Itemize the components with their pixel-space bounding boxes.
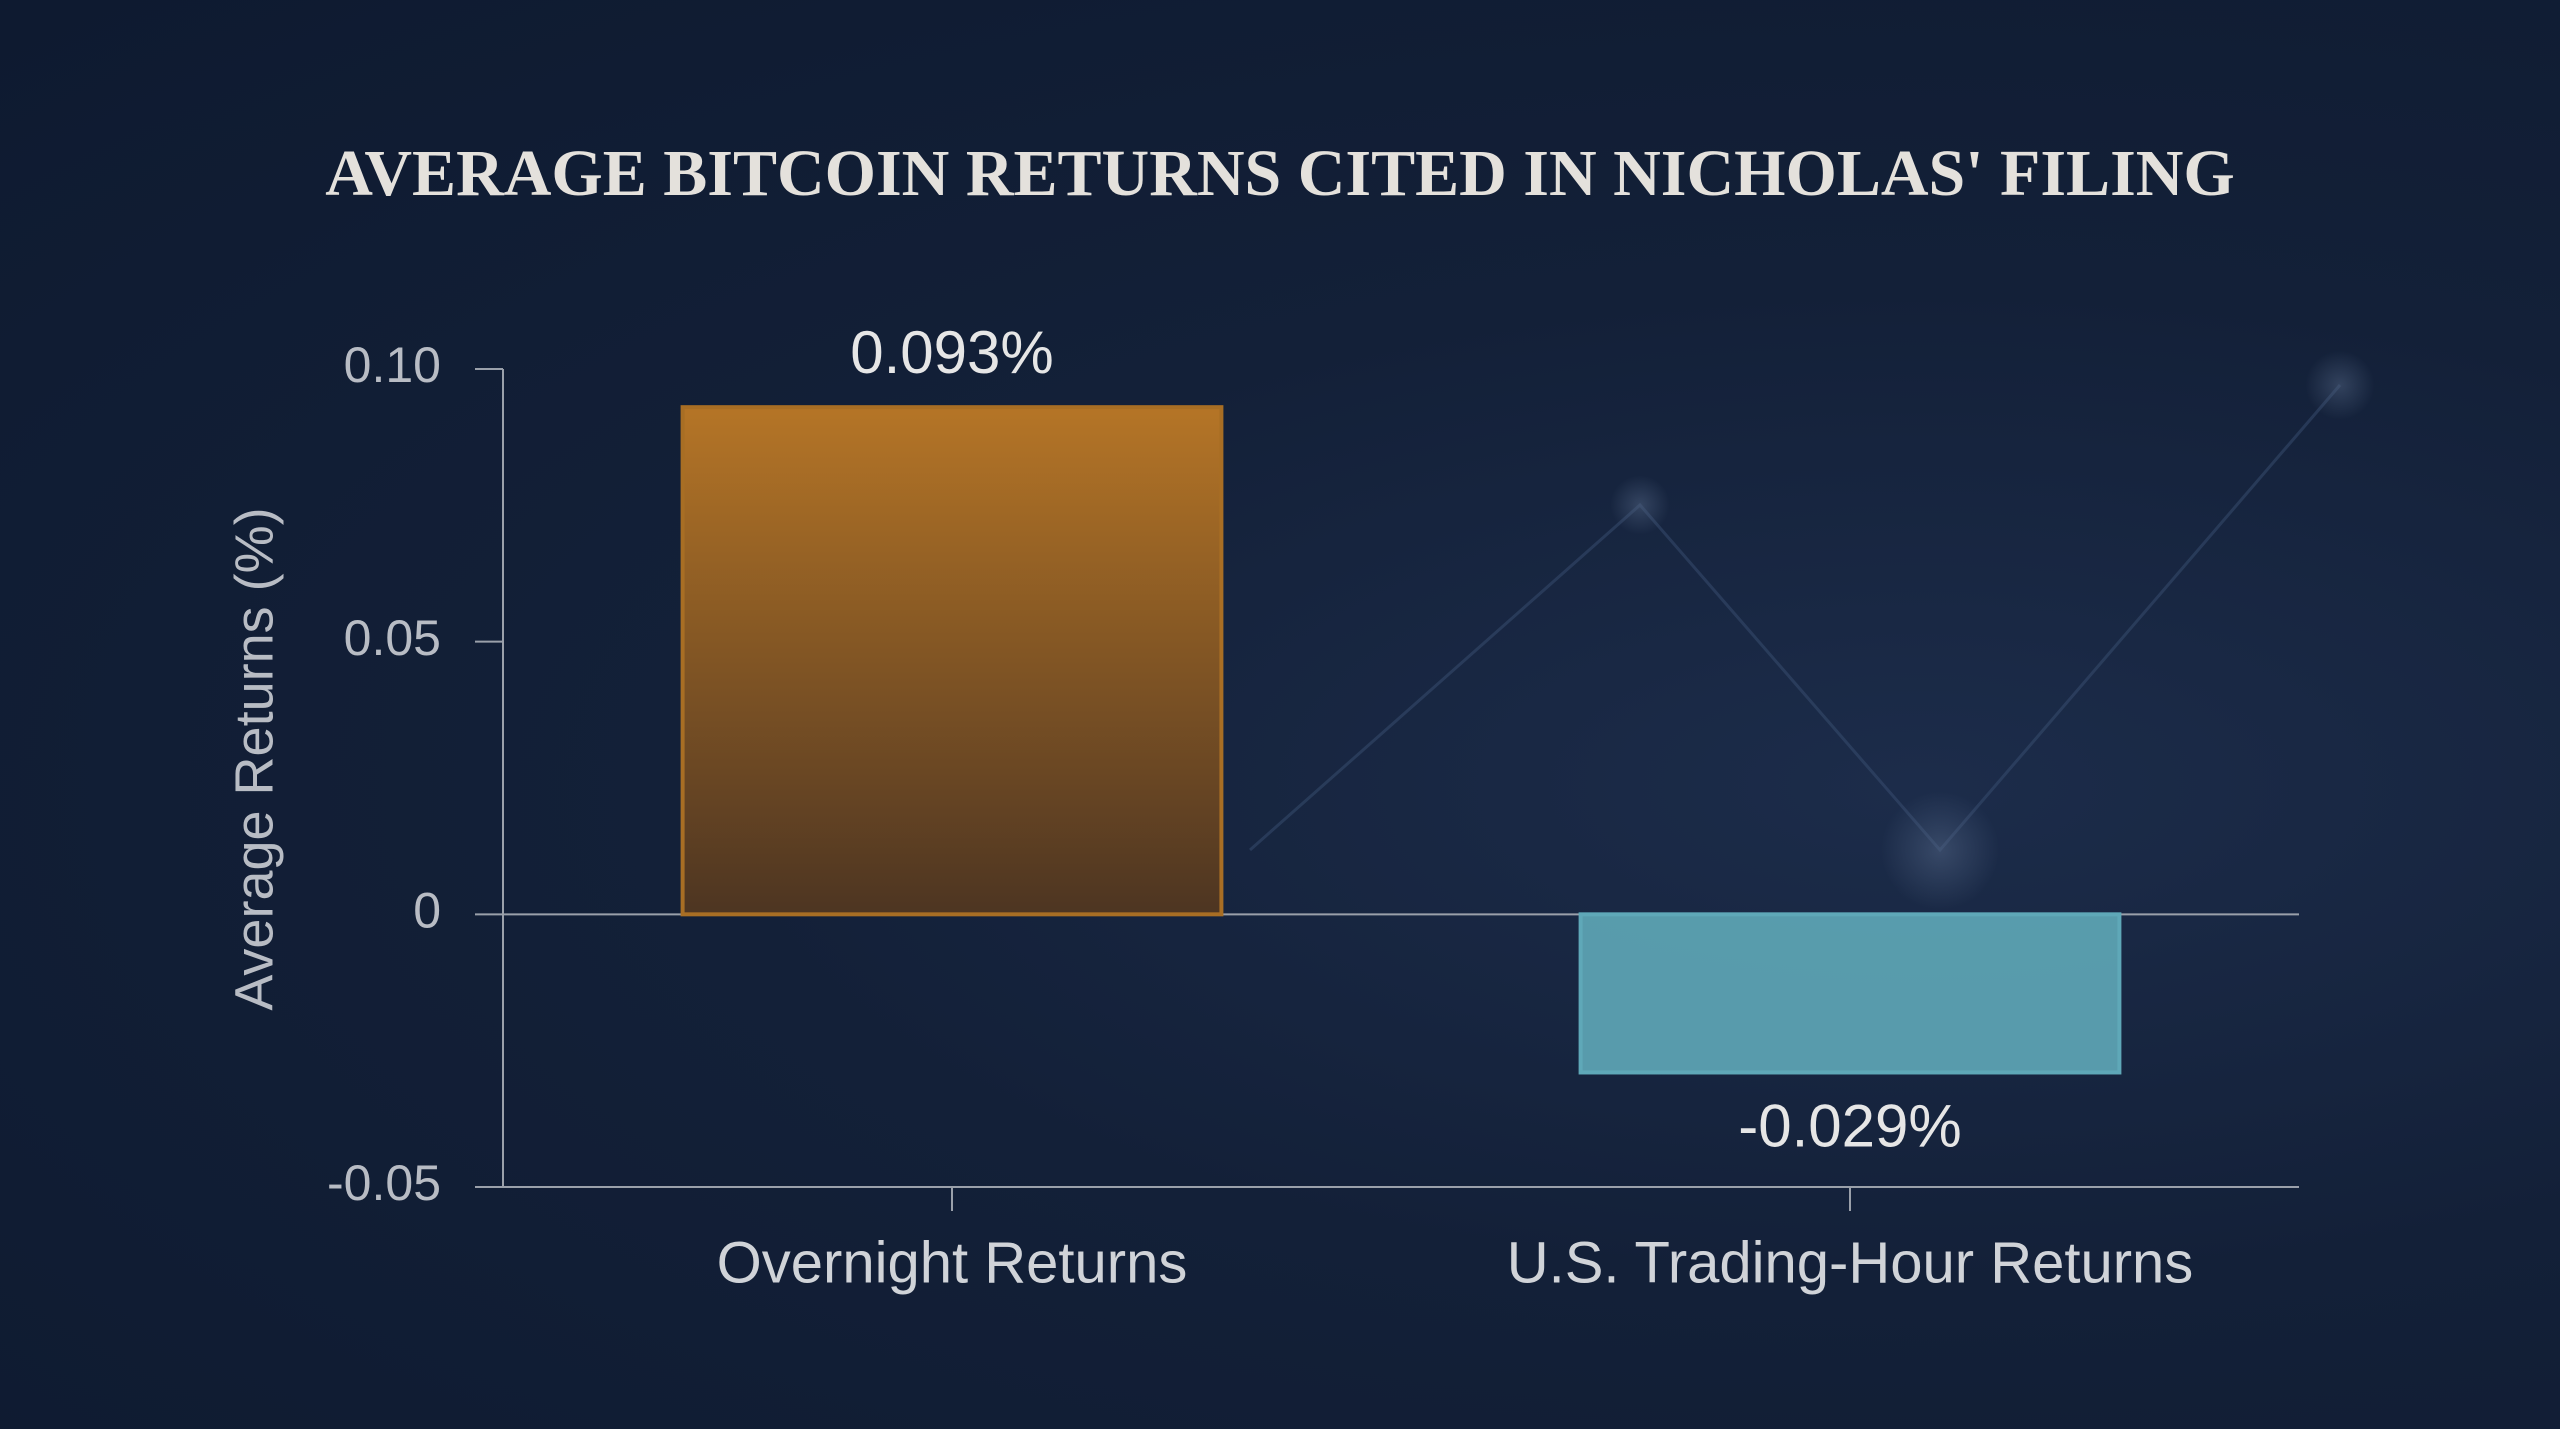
value-label: -0.029% — [1738, 1092, 1961, 1159]
x-tick-label: U.S. Trading-Hour Returns — [1507, 1230, 2194, 1295]
y-axis-label: Average Returns (%) — [224, 507, 284, 1010]
value-label: 0.093% — [850, 319, 1054, 386]
y-tick-label: 0.05 — [344, 610, 441, 666]
y-tick-label: 0.10 — [344, 337, 441, 393]
chart-title: AVERAGE BITCOIN RETURNS CITED IN NICHOLA… — [325, 137, 2235, 210]
bar — [1578, 912, 2122, 1075]
x-tick-label: Overnight Returns — [717, 1230, 1188, 1295]
bar — [680, 405, 1224, 917]
background-decoration — [1249, 350, 2375, 910]
y-tick-label: 0 — [413, 883, 441, 939]
y-tick-label: -0.05 — [327, 1155, 441, 1211]
